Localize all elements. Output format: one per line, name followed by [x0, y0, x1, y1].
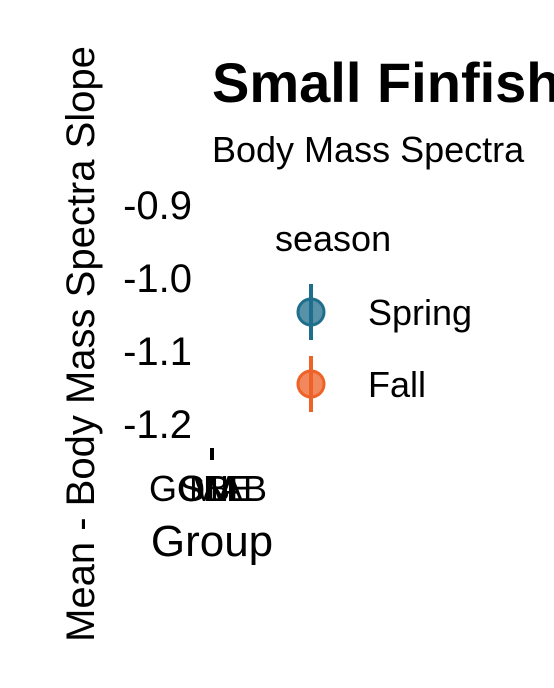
y-axis-ticks: -0.9 -1.0 -1.1 -1.2: [123, 184, 192, 447]
legend: season Spring Fall: [275, 218, 472, 412]
x-tick-label: SNE: [179, 468, 253, 509]
legend-entries: Spring Fall: [296, 284, 472, 412]
legend-entry-fall: Fall: [296, 356, 426, 412]
chart-subtitle: Body Mass Spectra: [212, 129, 525, 170]
y-tick-label: -1.2: [123, 403, 192, 447]
legend-title: season: [275, 218, 391, 259]
legend-label: Spring: [368, 292, 472, 333]
y-tick-label: -1.1: [123, 330, 192, 374]
y-axis-label: Mean - Body Mass Spectra Slope: [59, 46, 103, 642]
x-tick-label: MAB: [189, 468, 267, 509]
chart-title: Small Finfish: [212, 51, 554, 114]
x-tick-label: GOM: [149, 468, 235, 509]
x-axis-label: Group: [151, 517, 273, 566]
legend-point: [296, 369, 326, 399]
legend-point: [296, 297, 326, 327]
legend-entry-spring: Spring: [296, 284, 472, 340]
y-tick-label: -1.0: [123, 257, 192, 301]
x-tick-label: GB: [178, 468, 230, 509]
legend-label: Fall: [368, 364, 426, 405]
y-tick-label: -0.9: [123, 184, 192, 228]
